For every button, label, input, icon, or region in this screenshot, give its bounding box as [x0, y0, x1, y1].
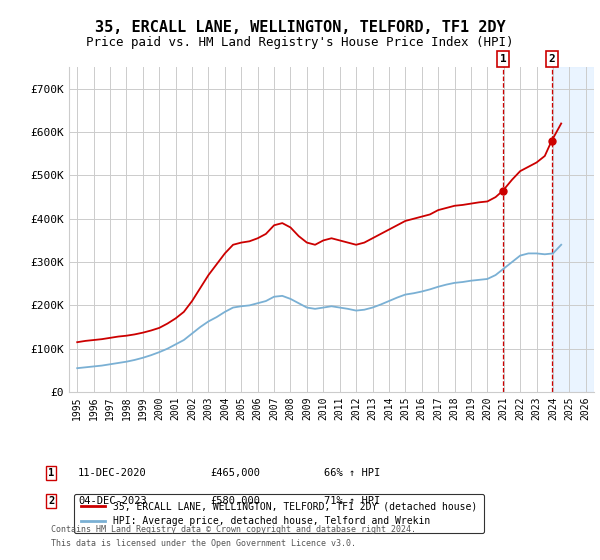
Text: £580,000: £580,000: [210, 496, 260, 506]
Text: This data is licensed under the Open Government Licence v3.0.: This data is licensed under the Open Gov…: [51, 539, 356, 548]
Legend: 35, ERCALL LANE, WELLINGTON, TELFORD, TF1 2DY (detached house), HPI: Average pri: 35, ERCALL LANE, WELLINGTON, TELFORD, TF…: [74, 494, 484, 533]
Text: 2: 2: [548, 54, 555, 64]
Text: 1: 1: [500, 54, 506, 64]
Text: £465,000: £465,000: [210, 468, 260, 478]
Text: 04-DEC-2023: 04-DEC-2023: [78, 496, 147, 506]
Text: 35, ERCALL LANE, WELLINGTON, TELFORD, TF1 2DY: 35, ERCALL LANE, WELLINGTON, TELFORD, TF…: [95, 20, 505, 35]
Text: 2: 2: [48, 496, 54, 506]
Bar: [551, 67, 594, 392]
Text: 11-DEC-2020: 11-DEC-2020: [78, 468, 147, 478]
Text: 66% ↑ HPI: 66% ↑ HPI: [324, 468, 380, 478]
Text: 71% ↑ HPI: 71% ↑ HPI: [324, 496, 380, 506]
Text: Price paid vs. HM Land Registry's House Price Index (HPI): Price paid vs. HM Land Registry's House …: [86, 36, 514, 49]
Text: 1: 1: [48, 468, 54, 478]
Text: Contains HM Land Registry data © Crown copyright and database right 2024.: Contains HM Land Registry data © Crown c…: [51, 525, 416, 534]
